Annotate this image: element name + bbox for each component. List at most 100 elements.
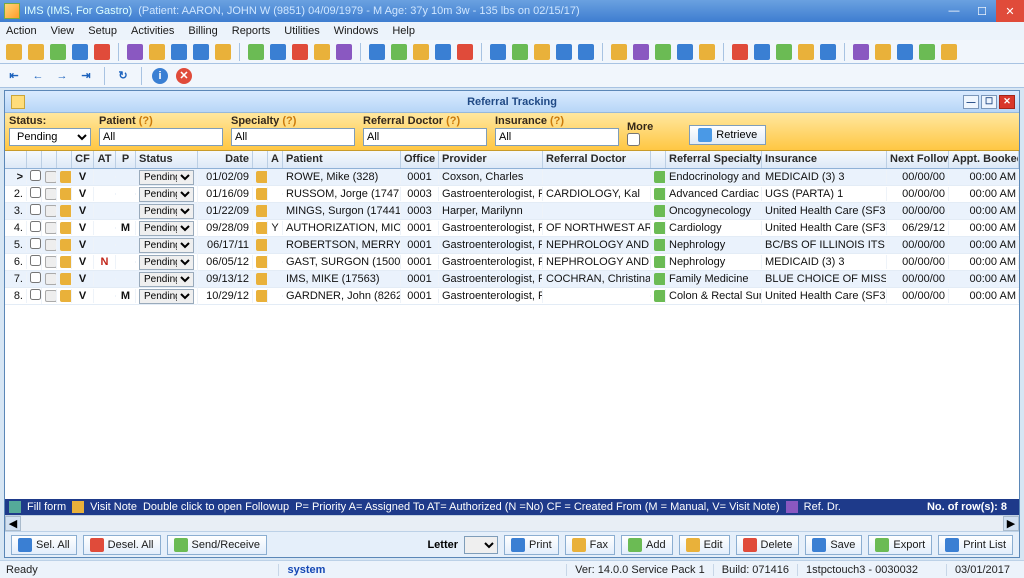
- toolbar-icon[interactable]: [435, 44, 451, 60]
- person-icon[interactable]: [253, 238, 268, 252]
- col-followup[interactable]: Next Followup: [887, 151, 949, 168]
- letter-select[interactable]: [464, 536, 498, 554]
- toolbar-icon[interactable]: [941, 44, 957, 60]
- export-button[interactable]: Export: [868, 535, 932, 555]
- doc-icon[interactable]: [42, 221, 57, 235]
- refresh-icon[interactable]: ↻: [115, 68, 131, 84]
- menu-setup[interactable]: Setup: [88, 25, 117, 37]
- toolbar-icon[interactable]: [490, 44, 506, 60]
- doc-icon[interactable]: [42, 238, 57, 252]
- flag-icon[interactable]: [57, 238, 72, 252]
- menu-reports[interactable]: Reports: [232, 25, 271, 37]
- toolbar-icon[interactable]: [391, 44, 407, 60]
- table-row[interactable]: 4.VMPending09/28/09YAUTHORIZATION, MICHA…: [5, 220, 1019, 237]
- scroll-left-icon[interactable]: ◀: [5, 516, 21, 531]
- toolbar-icon[interactable]: [754, 44, 770, 60]
- toolbar-icon[interactable]: [853, 44, 869, 60]
- table-row[interactable]: 7.VPending09/13/12IMS, MIKE (17563)0001G…: [5, 271, 1019, 288]
- ref-icon[interactable]: [651, 187, 666, 201]
- nav-next-icon[interactable]: →: [54, 68, 70, 84]
- toolbar-icon[interactable]: [369, 44, 385, 60]
- send-receive-button[interactable]: Send/Receive: [167, 535, 268, 555]
- toolbar-icon[interactable]: [677, 44, 693, 60]
- menu-windows[interactable]: Windows: [334, 25, 379, 37]
- cell-status[interactable]: Pending: [136, 220, 198, 237]
- cell-status[interactable]: Pending: [136, 237, 198, 254]
- cell-status[interactable]: Pending: [136, 186, 198, 203]
- row-checkbox[interactable]: [27, 237, 42, 253]
- toolbar-icon[interactable]: [556, 44, 572, 60]
- save-button[interactable]: Save: [805, 535, 862, 555]
- flag-icon[interactable]: [57, 272, 72, 286]
- toolbar-icon[interactable]: [897, 44, 913, 60]
- col-cf[interactable]: CF: [72, 151, 94, 168]
- person-icon[interactable]: [253, 187, 268, 201]
- scroll-track[interactable]: [21, 516, 1003, 531]
- menu-activities[interactable]: Activities: [131, 25, 174, 37]
- menu-billing[interactable]: Billing: [188, 25, 217, 37]
- fill-form-link[interactable]: Fill form: [27, 501, 66, 513]
- table-row[interactable]: 5.VPending06/17/11ROBERTSON, MERRY (1754…: [5, 237, 1019, 254]
- menu-help[interactable]: Help: [392, 25, 415, 37]
- patient-input[interactable]: [99, 128, 223, 146]
- toolbar-icon[interactable]: [457, 44, 473, 60]
- toolbar-icon[interactable]: [6, 44, 22, 60]
- panel-maximize-button[interactable]: ☐: [981, 95, 997, 109]
- row-checkbox[interactable]: [27, 169, 42, 185]
- toolbar-icon[interactable]: [655, 44, 671, 60]
- visit-note-link[interactable]: Visit Note: [90, 501, 137, 513]
- cell-status[interactable]: Pending: [136, 169, 198, 186]
- col-patient[interactable]: Patient: [283, 151, 401, 168]
- nav-prev-icon[interactable]: ←: [30, 68, 46, 84]
- toolbar-icon[interactable]: [732, 44, 748, 60]
- toolbar-icon[interactable]: [127, 44, 143, 60]
- table-row[interactable]: 2.VPending01/16/09RUSSOM, Jorge (17471)0…: [5, 186, 1019, 203]
- printlist-button[interactable]: Print List: [938, 535, 1013, 555]
- doc-icon[interactable]: [42, 204, 57, 218]
- person-icon[interactable]: [253, 289, 268, 303]
- grid-body[interactable]: >VPending01/02/09ROWE, Mike (328)0001Cox…: [5, 169, 1019, 499]
- row-checkbox[interactable]: [27, 220, 42, 236]
- add-button[interactable]: Add: [621, 535, 673, 555]
- col-insurance[interactable]: Insurance: [762, 151, 887, 168]
- flag-icon[interactable]: [57, 204, 72, 218]
- flag-icon[interactable]: [57, 187, 72, 201]
- doc-icon[interactable]: [42, 255, 57, 269]
- row-checkbox[interactable]: [27, 203, 42, 219]
- col-p[interactable]: P: [116, 151, 136, 168]
- toolbar-icon[interactable]: [578, 44, 594, 60]
- table-row[interactable]: 8.VMPending10/29/12GARDNER, John (8262)0…: [5, 288, 1019, 305]
- toolbar-icon[interactable]: [336, 44, 352, 60]
- help-info-icon[interactable]: i: [152, 68, 168, 84]
- menu-utilities[interactable]: Utilities: [284, 25, 319, 37]
- col-status[interactable]: Status: [136, 151, 198, 168]
- refdoc-input[interactable]: [363, 128, 487, 146]
- toolbar-icon[interactable]: [413, 44, 429, 60]
- col-a[interactable]: A: [268, 151, 283, 168]
- toolbar-icon[interactable]: [215, 44, 231, 60]
- scroll-right-icon[interactable]: ▶: [1003, 516, 1019, 531]
- panel-close-button[interactable]: ✕: [999, 95, 1015, 109]
- toolbar-icon[interactable]: [94, 44, 110, 60]
- ref-icon[interactable]: [651, 170, 666, 184]
- close-panel-icon[interactable]: ✕: [176, 68, 192, 84]
- toolbar-icon[interactable]: [292, 44, 308, 60]
- col-at[interactable]: AT: [94, 151, 116, 168]
- toolbar-icon[interactable]: [875, 44, 891, 60]
- row-checkbox[interactable]: [27, 288, 42, 304]
- cell-status[interactable]: Pending: [136, 288, 198, 305]
- more-checkbox[interactable]: [627, 133, 640, 146]
- menu-view[interactable]: View: [51, 25, 75, 37]
- nav-last-icon[interactable]: ⇥: [78, 68, 94, 84]
- doc-icon[interactable]: [42, 187, 57, 201]
- toolbar-icon[interactable]: [72, 44, 88, 60]
- toolbar-icon[interactable]: [919, 44, 935, 60]
- col-refdoc[interactable]: Referral Doctor: [543, 151, 651, 168]
- toolbar-icon[interactable]: [512, 44, 528, 60]
- menu-action[interactable]: Action: [6, 25, 37, 37]
- ref-icon[interactable]: [651, 221, 666, 235]
- maximize-button[interactable]: ☐: [968, 0, 996, 22]
- status-select[interactable]: Pending: [9, 128, 91, 146]
- col-date[interactable]: Date: [198, 151, 253, 168]
- cell-status[interactable]: Pending: [136, 203, 198, 220]
